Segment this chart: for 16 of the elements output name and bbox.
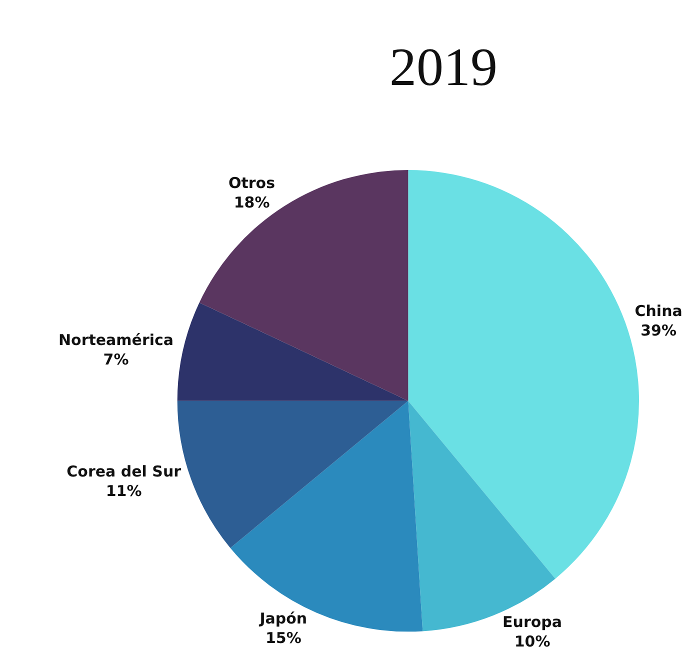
data-label: 7%: [103, 350, 129, 368]
slice-label: China: [634, 302, 682, 320]
pie-slice: [177, 302, 408, 401]
chart-title: 2019: [390, 36, 498, 97]
data-label: 18%: [234, 193, 270, 212]
slice-label: Europa: [502, 612, 562, 631]
data-label: 10%: [514, 632, 550, 650]
slice-label: Otros: [228, 174, 276, 192]
data-label: 15%: [265, 629, 302, 648]
data-label: 39%: [640, 321, 677, 340]
slice-label: Corea del Sur: [66, 462, 182, 480]
pie-slice: [199, 170, 408, 401]
slice-label: Japón: [258, 610, 308, 628]
slice-label: Norteamérica: [58, 330, 174, 349]
pie-slice: [230, 400, 423, 632]
data-label: 11%: [106, 482, 142, 500]
